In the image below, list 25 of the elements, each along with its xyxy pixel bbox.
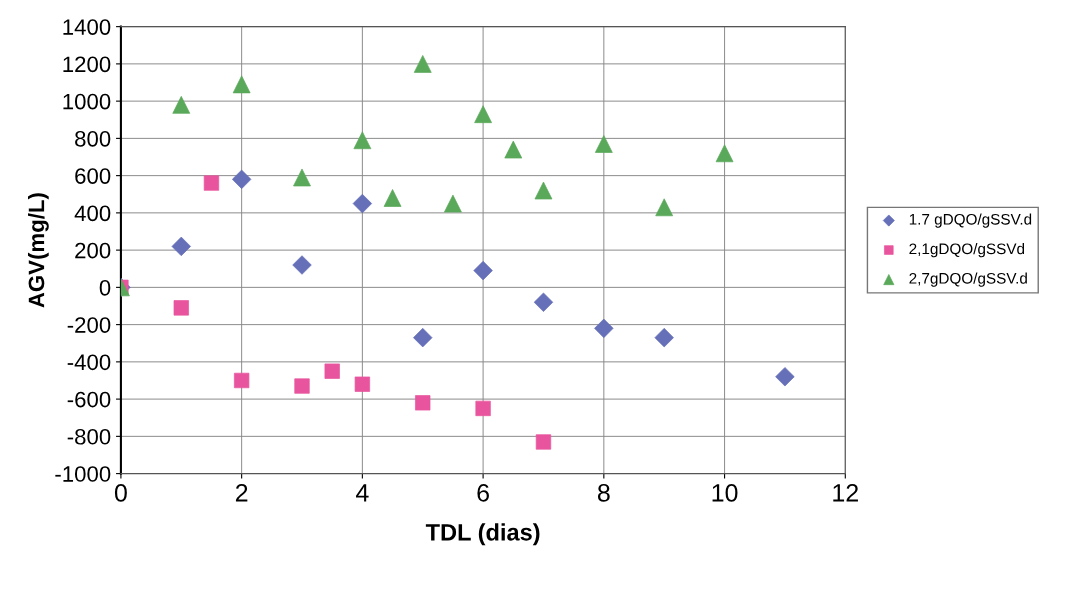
y-tick-label: 200	[75, 242, 111, 259]
y-tick-label: -200	[67, 317, 111, 333]
y-tick-label: 1200	[63, 56, 111, 73]
y-tick-label: 1400	[63, 19, 111, 35]
x-axis-title: TDL (dias)	[425, 523, 540, 546]
y-tick-label: 400	[74, 205, 111, 222]
x-tick-label: 12	[833, 483, 858, 502]
y-axis-title: AGV(mg/L)	[27, 193, 49, 308]
y-tick-label: 1000	[63, 93, 111, 110]
x-tick-label: 10	[712, 483, 738, 502]
y-tick-label: -1000	[55, 466, 111, 482]
y-tick-label: 0	[99, 279, 111, 296]
x-tick-label: 2	[235, 483, 248, 502]
y-tick-label: 800	[75, 130, 111, 147]
y-tick-label: 600	[75, 168, 111, 184]
x-tick-label: 8	[597, 483, 610, 502]
y-tick-label: -600	[67, 391, 111, 408]
legend-label: 2,1gDQO/gSSVd	[909, 243, 1025, 258]
legend-label: 2,7gDQO/gSSV.d	[909, 272, 1027, 287]
legend-label: 1.7 gDQO/gSSV.d	[909, 213, 1032, 228]
y-tick-label: -400	[67, 354, 111, 371]
x-tick-label: 4	[356, 484, 369, 502]
y-tick-label: -800	[67, 428, 111, 445]
x-tick-label: 0	[114, 483, 127, 502]
x-tick-label: 6	[477, 483, 489, 502]
